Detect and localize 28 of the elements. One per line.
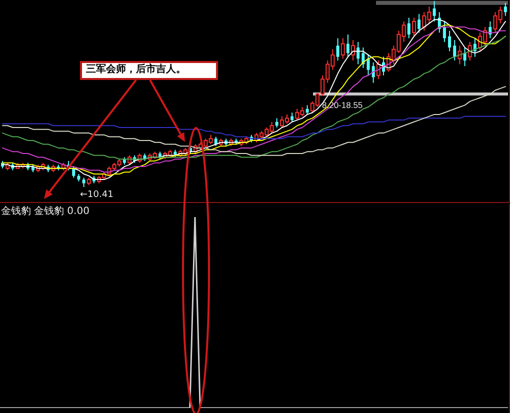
candlestick xyxy=(336,38,340,62)
chart-title: 金钱豹 xyxy=(1,206,31,218)
candlestick xyxy=(432,1,436,22)
text: ←10.41 xyxy=(80,189,114,201)
candlestick xyxy=(448,30,452,52)
candlestick xyxy=(453,40,456,62)
candlestick xyxy=(366,54,370,76)
candlestick xyxy=(275,118,278,128)
candlestick xyxy=(412,17,416,37)
candlestick xyxy=(72,166,76,178)
annotation: 三军会师，后市吉人。 xyxy=(86,64,186,76)
candlestick xyxy=(458,45,462,65)
candlestick xyxy=(418,14,421,34)
candlestick xyxy=(306,104,309,115)
candlestick xyxy=(346,34,350,58)
candlestick xyxy=(356,41,360,65)
candlestick xyxy=(214,136,218,147)
candlestick xyxy=(407,17,410,39)
candlestick xyxy=(504,2,507,16)
candlestick xyxy=(290,112,294,122)
candlestick xyxy=(442,20,446,42)
annotation: 金钱豹 0.00 xyxy=(34,206,90,218)
candlestick xyxy=(376,60,380,80)
candlestick xyxy=(372,62,375,84)
candlestick xyxy=(340,38,345,60)
candlestick xyxy=(82,177,86,187)
candlestick xyxy=(351,40,356,62)
candlestick xyxy=(463,47,466,67)
